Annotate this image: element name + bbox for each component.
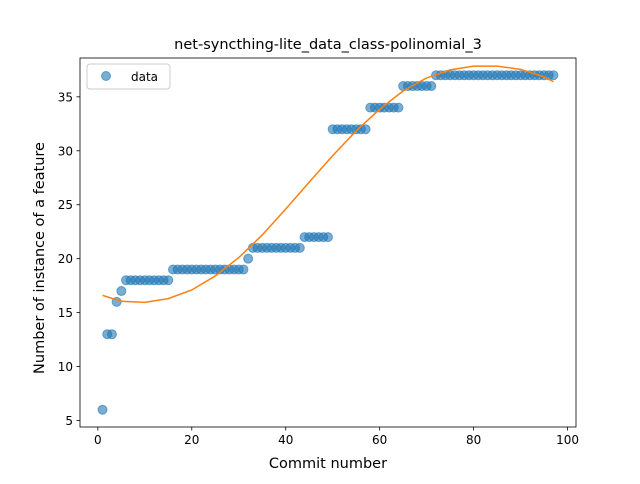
data-point (238, 264, 249, 275)
data-point (294, 242, 305, 253)
data-point (548, 70, 559, 81)
x-tick-label: 80 (466, 433, 481, 447)
data-point (323, 232, 333, 243)
legend: data (86, 63, 171, 90)
legend-box (86, 63, 171, 90)
y-axis-label: Number of instance of a feature (32, 142, 48, 374)
x-axis-label: Commit number (269, 456, 387, 472)
chart-title: net-syncthing-lite_data_class-polinomial… (174, 37, 482, 53)
x-tick-label: 20 (184, 433, 199, 447)
y-tick-label: 15 (58, 306, 73, 320)
data-point (426, 81, 437, 92)
data-point (116, 286, 127, 297)
fit-line (102, 65, 554, 304)
data-point (243, 253, 254, 264)
y-tick-label: 35 (58, 90, 73, 104)
x-tick-label: 40 (278, 433, 293, 447)
y-tick-label: 25 (58, 198, 73, 212)
x-tick-label: 0 (94, 433, 102, 447)
legend-marker-data (101, 71, 111, 81)
x-tick-label: 100 (556, 433, 579, 447)
y-tick-label: 10 (58, 360, 73, 374)
axes: 0 20 40 60 80 100 5 10 15 20 25 30 35 (58, 57, 579, 447)
legend-label-data: data (131, 70, 158, 84)
data-point (360, 124, 371, 135)
data-point (163, 275, 174, 286)
y-tick-label: 30 (58, 144, 73, 158)
data-point (97, 404, 108, 415)
data-point (393, 102, 404, 113)
x-tick-label: 60 (372, 433, 387, 447)
y-tick-label: 5 (65, 414, 73, 428)
y-tick-label: 20 (58, 252, 73, 266)
plot-area (97, 65, 559, 415)
data-point (106, 329, 117, 340)
plot-frame (79, 57, 577, 428)
